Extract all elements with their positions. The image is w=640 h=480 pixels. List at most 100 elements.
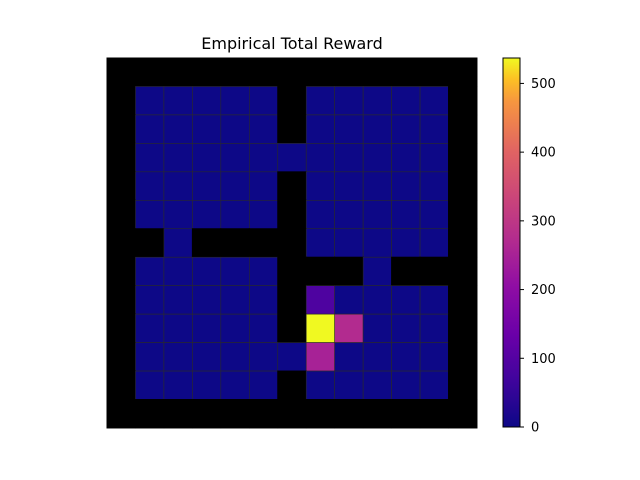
wall-cell <box>362 399 393 429</box>
heatmap-cell <box>334 200 364 230</box>
heatmap-cell <box>419 86 449 116</box>
wall-cell <box>106 313 136 344</box>
wall-cell <box>277 313 307 344</box>
wall-cell <box>277 399 307 429</box>
heatmap-cell <box>220 114 250 144</box>
wall-cell <box>448 370 478 401</box>
heatmap-cell <box>220 256 250 286</box>
wall-cell <box>277 228 307 258</box>
wall-cell <box>191 228 222 258</box>
heatmap-cell <box>192 285 222 315</box>
heatmap-cell <box>192 171 222 201</box>
heatmap-cell <box>192 342 222 372</box>
heatmap-cell <box>362 256 392 286</box>
heatmap-cell <box>305 171 335 201</box>
heatmap-cell <box>220 143 250 173</box>
colorbar-tick-label: 500 <box>531 77 556 92</box>
heatmap-cell <box>220 171 250 201</box>
heatmap-grid <box>106 57 478 429</box>
heatmap-cell <box>305 86 335 116</box>
heatmap-cell <box>362 370 392 400</box>
heatmap-cell <box>163 200 193 230</box>
heatmap-cell <box>277 342 307 372</box>
heatmap-cell <box>135 285 165 315</box>
heatmap-cell <box>305 228 335 258</box>
heatmap-cell <box>391 114 421 144</box>
heatmap-cell <box>391 313 421 343</box>
wall-cell <box>106 342 136 372</box>
heatmap-cell <box>391 143 421 173</box>
wall-cell <box>163 57 193 87</box>
heatmap-cell <box>135 200 165 230</box>
heatmap-cell <box>163 171 193 201</box>
heatmap-cell <box>249 200 279 230</box>
chart-title: Empirical Total Reward <box>201 34 383 53</box>
wall-cell <box>277 114 307 144</box>
heatmap-cell <box>362 200 392 230</box>
heatmap-cell <box>220 285 250 315</box>
heatmap-cell <box>305 370 335 400</box>
heatmap-cell <box>334 114 364 144</box>
heatmap-cell <box>334 370 364 400</box>
heatmap-cell <box>220 200 250 230</box>
heatmap-cell <box>249 86 279 116</box>
heatmap-cell <box>163 256 193 286</box>
wall-cell <box>305 399 336 429</box>
wall-cell <box>277 85 307 116</box>
heatmap-cell <box>305 313 335 343</box>
heatmap-cell <box>362 228 392 258</box>
wall-cell <box>106 199 136 230</box>
heatmap-cell <box>362 285 392 315</box>
wall-cell <box>448 114 478 144</box>
heatmap-cell <box>305 200 335 230</box>
heatmap-cell <box>305 285 335 315</box>
wall-cell <box>448 342 478 372</box>
wall-cell <box>220 57 250 87</box>
heatmap-cell <box>192 200 222 230</box>
wall-cell <box>248 228 279 258</box>
heatmap-cell <box>334 143 364 173</box>
wall-cell <box>448 199 478 230</box>
wall-cell <box>277 285 307 315</box>
heatmap-cell <box>163 114 193 144</box>
heatmap-cell <box>334 342 364 372</box>
heatmap-cell <box>419 370 449 400</box>
wall-cell <box>391 256 421 287</box>
colorbar-tick-label: 200 <box>531 283 556 298</box>
wall-cell <box>277 199 307 230</box>
heatmap-cell <box>419 114 449 144</box>
wall-cell <box>277 57 307 87</box>
heatmap-cell <box>249 114 279 144</box>
wall-cell <box>305 256 336 287</box>
heatmap-cell <box>391 200 421 230</box>
wall-cell <box>191 57 222 87</box>
wall-cell <box>277 256 307 287</box>
wall-cell <box>448 285 478 315</box>
heatmap-cell <box>163 228 193 258</box>
heatmap-cell <box>419 285 449 315</box>
wall-cell <box>362 57 393 87</box>
colorbar-ticks: 0 100 200 300 400 500 <box>520 77 556 436</box>
heatmap-cell <box>334 285 364 315</box>
heatmap-cell <box>362 342 392 372</box>
wall-cell <box>277 171 307 201</box>
heatmap-cell <box>163 285 193 315</box>
heatmap-cell <box>391 171 421 201</box>
heatmap-cell <box>249 256 279 286</box>
wall-cell <box>448 85 478 116</box>
heatmap-cell <box>192 313 222 343</box>
wall-cell <box>106 57 136 87</box>
wall-cell <box>106 142 136 173</box>
wall-cell <box>334 256 364 287</box>
wall-cell <box>134 57 165 87</box>
heatmap-cell <box>192 114 222 144</box>
heatmap-cell <box>135 370 165 400</box>
wall-cell <box>277 370 307 401</box>
heatmap-cell <box>419 171 449 201</box>
heatmap-cell <box>192 143 222 173</box>
heatmap-cell <box>334 86 364 116</box>
heatmap-cell <box>362 114 392 144</box>
heatmap-cell <box>391 285 421 315</box>
heatmap-cell <box>249 313 279 343</box>
heatmap-cell <box>249 342 279 372</box>
